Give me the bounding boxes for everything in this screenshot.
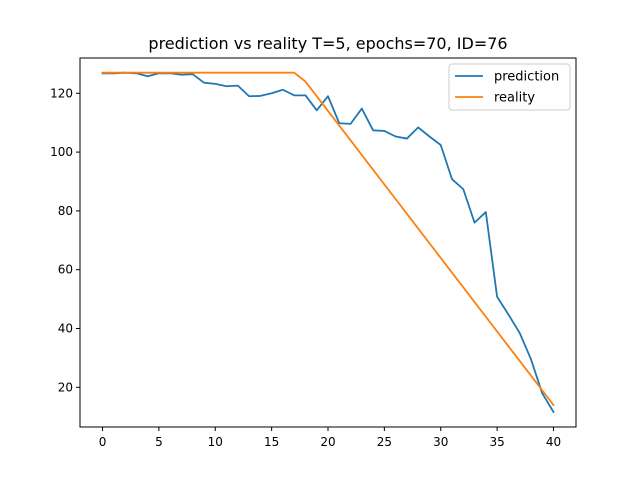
- y-tick-label: 20: [58, 380, 73, 394]
- series-line-reality: [101, 71, 555, 407]
- x-tick-label: 35: [489, 435, 504, 449]
- plot-area: [80, 58, 576, 427]
- y-tick-label: 120: [50, 86, 73, 100]
- y-tick-label: 100: [50, 145, 73, 159]
- x-tick-label: 25: [377, 435, 392, 449]
- y-tick-label: 40: [58, 322, 73, 336]
- axes-layer: 0 5 10 15 20 25 30 35 40 20 40 60 80 100 120: [50, 86, 561, 449]
- x-tick-label: 10: [208, 435, 223, 449]
- y-tick-label: 60: [58, 263, 73, 277]
- series-layer: [101, 71, 555, 414]
- x-tick-label: 5: [155, 435, 163, 449]
- legend: prediction reality: [448, 63, 571, 111]
- legend-label-reality: reality: [494, 91, 535, 106]
- legend-label-prediction: prediction: [494, 70, 559, 85]
- plot-frame: [79, 57, 577, 428]
- x-tick-label: 15: [264, 435, 279, 449]
- x-tick-label: 40: [546, 435, 561, 449]
- chart-title: prediction vs reality T=5, epochs=70, ID…: [148, 34, 507, 53]
- x-tick-label: 0: [99, 435, 107, 449]
- x-tick-label: 30: [433, 435, 448, 449]
- y-tick-label: 80: [58, 204, 73, 218]
- x-tick-label: 20: [320, 435, 335, 449]
- series-line-prediction: [101, 71, 555, 414]
